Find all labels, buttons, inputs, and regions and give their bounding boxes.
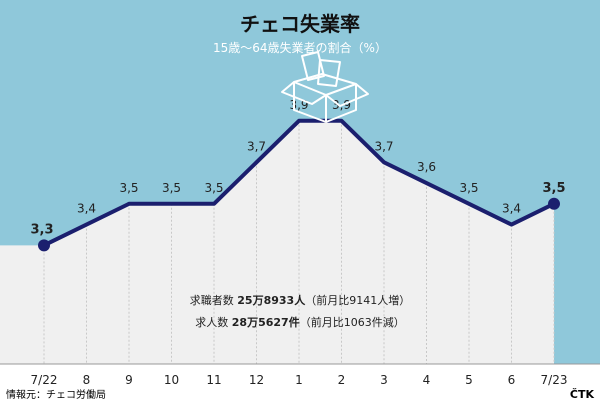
data-label: 3,4 [77,202,96,216]
open-box-with-papers-icon [281,51,369,123]
x-tick-label: 2 [338,373,346,387]
x-tick-label: 9 [125,373,133,387]
data-label: 3,3 [30,222,53,237]
annotation-note: （前月比9141人増） [305,293,410,307]
annotation-label: 求職者数 [190,294,238,307]
x-tick-label: 8 [83,373,91,387]
x-tick-label: 7/22 [31,373,58,387]
x-tick-label: 1 [295,373,303,387]
credit-label: ČTK [570,388,595,401]
annotation-line: 求職者数 25万8933人（前月比9141人増） [190,293,410,307]
x-tick-label: 3 [380,373,388,387]
x-tick-label: 4 [423,373,431,387]
x-tick-labels: 7/22 8 9 10 11 12 1 2 3 4 5 6 7/23 [31,373,568,387]
data-label: 3,5 [542,181,565,196]
data-points [38,197,560,252]
data-label: 3,5 [119,181,138,195]
x-tick-label: 6 [508,373,516,387]
annotation-line: 求人数 28万5627件（前月比1063件減） [195,315,404,329]
annotation-value: 28万5627件 [232,315,300,329]
x-tick-label: 7/23 [541,373,568,387]
x-tick-label: 5 [465,373,473,387]
data-label: 3,5 [162,181,181,195]
footer-strip [0,364,600,403]
grid-lines [0,120,600,403]
data-point-marker [548,197,560,210]
annotation-value: 25万8933人 [237,293,306,307]
source-note: 情報元：チェコ労働局 [6,388,106,401]
x-tick-label: 10 [164,373,179,387]
annotation-note: （前月比1063件減） [300,315,405,329]
data-label: 3,4 [502,202,521,216]
data-label: 3,7 [247,139,266,153]
data-label: 3,5 [459,181,478,195]
x-tick-label: 11 [206,373,221,387]
chart-title: チェコ失業率 [240,12,360,36]
series-line [43,118,555,248]
x-tick-label: 12 [249,373,264,387]
chart-subtitle: 15歳〜64歳失業者の割合（%） [213,40,387,55]
value-labels: 3,33,43,5 3,5 3,53,73,9 3,93,73,63,53,43,5 [30,98,565,238]
data-label: 3,6 [417,160,436,174]
annotation-label: 求人数 [195,316,232,329]
data-point-marker [38,239,50,252]
data-label: 3,5 [204,181,223,195]
data-label: 3,7 [374,139,393,153]
chart-area-fill [0,120,554,364]
annotation-block: 求職者数 25万8933人（前月比9141人増）求人数 28万5627件（前月比… [190,293,410,329]
